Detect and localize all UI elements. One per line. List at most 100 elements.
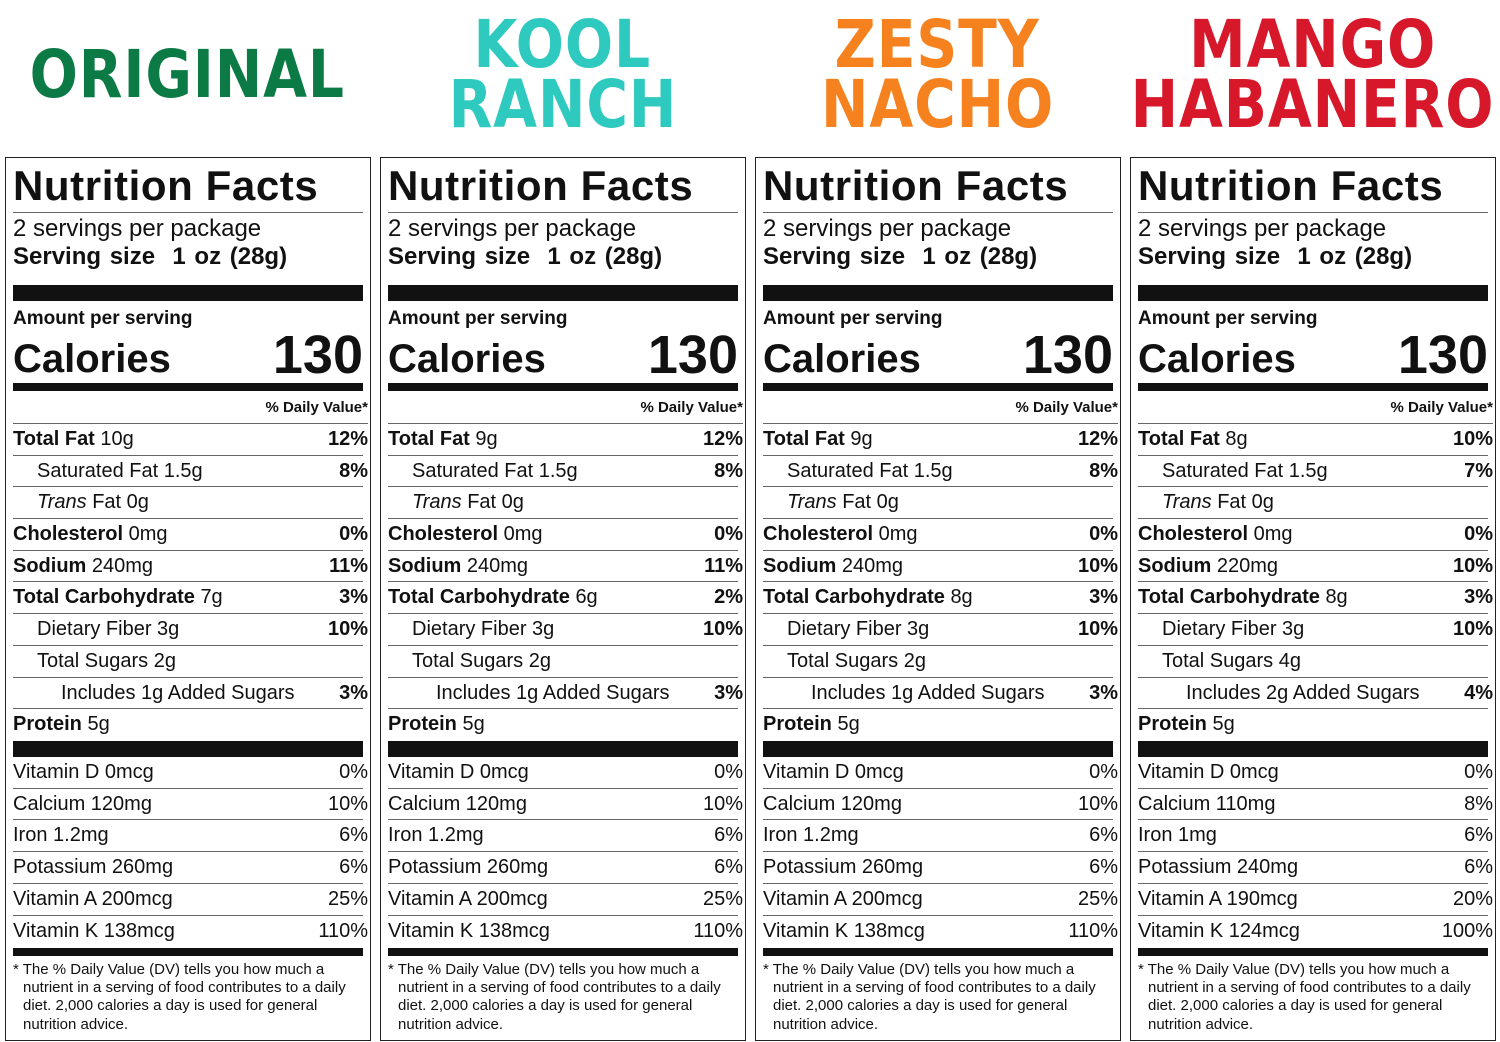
nutrient-amount: 1.5g [913,459,953,482]
nutrient-amount: 3g [532,618,555,641]
vitamin-daily-value: 8% [1464,792,1493,815]
calories-value: 130 [272,325,363,385]
nutrient-daily-value: 3% [339,586,368,609]
flavor-title-line: MANGO [1188,6,1437,83]
vitamin-daily-value: 6% [714,856,743,879]
vitamin-daily-value: 0% [1089,760,1118,783]
nutrient-row: Total Carbohydrate 6g 2% [388,582,743,615]
thick-divider [763,285,1113,301]
nutrition-facts-panel: Nutrition Facts 2 servings per package S… [1130,157,1496,1041]
nutrient-list: Total Fat 8g 10% Saturated Fat 1.5g 7% Tra… [1138,424,1493,741]
vitamin-label: Potassium 240mg [1138,856,1299,879]
nutrient-row: Cholesterol 0mg 0% [1138,519,1493,551]
nutrient-daily-value: 10% [1452,618,1493,641]
nutrient-daily-value: 0% [1464,523,1493,546]
nutrient-daily-value: 10% [1077,554,1118,577]
thick-divider [1138,740,1488,757]
vitamin-label: Vitamin D 0mcg [13,760,154,783]
nutrient-label-italic: Trans [37,491,87,514]
nutrient-row: Saturated Fat 1.5g 8% [13,456,368,488]
nutrient-row: Total Fat 9g 12% [388,424,743,456]
vitamin-daily-value: 6% [1089,856,1118,879]
nutrient-amount: 2g [903,649,926,672]
vitamin-row: Vitamin K 124mcg 100% [1138,916,1493,948]
nutrient-amount: 5g [1212,713,1235,736]
vitamin-label: Calcium 120mg [763,792,902,815]
vitamin-row: Calcium 120mg 10% [763,789,1118,821]
nutrient-amount: 9g [850,428,873,450]
nutrient-daily-value: 10% [327,618,368,641]
nutrient-label: Includes 1g Added Sugars [811,681,1045,704]
vitamin-label: Vitamin A 200mcg [13,888,173,911]
vitamin-daily-value: 110% [693,919,743,942]
nutrient-row: Sodium 220mg 10% [1138,551,1493,583]
vitamin-row: Calcium 110mg 8% [1138,789,1493,821]
nutrient-amount: 8g [950,586,973,609]
servings-per-package: 2 servings per package [388,215,637,242]
calories-label: Calories [763,337,921,381]
nutrient-amount: 2g [153,649,176,672]
vitamin-label: Calcium 110mg [1138,792,1276,815]
nutrient-label: Sodium [13,554,87,577]
vitamin-daily-value: 0% [339,760,368,783]
nutrient-row: Saturated Fat 1.5g 7% [1138,456,1493,488]
daily-value-header: % Daily Value* [13,391,368,424]
medium-divider [1138,383,1488,391]
nutrient-row: Protein 5g [763,709,1113,741]
nutrient-daily-value: 12% [1077,428,1118,450]
nutrient-amount: 1.5g [538,459,578,482]
nutrient-amount: 1.5g [1288,459,1328,482]
nutrient-row: Protein 5g [1138,709,1488,741]
medium-divider [388,947,738,956]
vitamin-row: Vitamin D 0mcg 0% [763,757,1118,789]
vitamin-daily-value: 6% [1089,824,1118,847]
medium-divider [1138,947,1488,956]
nutrient-row: Includes 1g Added Sugars 3% [763,678,1118,710]
vitamin-label: Iron 1.2mg [13,824,109,847]
vitamin-row: Vitamin D 0mcg 0% [1138,757,1493,789]
vitamin-daily-value: 6% [339,856,368,879]
vitamin-row: Potassium 240mg 6% [1138,852,1493,885]
nutrient-label-italic: Trans [1162,491,1212,514]
nutrient-label: Total Carbohydrate [13,586,195,609]
nutrient-row: Total Carbohydrate 8g 3% [1138,582,1493,615]
vitamin-label: Vitamin K 138mcg [13,919,175,942]
nutrient-label: Total Fat [388,428,470,450]
vitamin-daily-value: 25% [1077,888,1118,911]
medium-divider [763,383,1113,391]
vitamin-list: Vitamin D 0mcg 0% Calcium 120mg 10% Iron 1.2… [763,757,1118,948]
serving-size: Serving size 1 oz (28g) [388,243,663,270]
nutrient-list: Total Fat 9g 12% Saturated Fat 1.5g 8% Tra… [763,424,1118,741]
calories-value: 130 [1022,325,1113,385]
vitamin-row: Vitamin D 0mcg 0% [13,757,368,789]
nutrient-daily-value: 3% [1464,586,1493,609]
daily-value-header: % Daily Value* [1138,391,1493,424]
nutrient-label: Includes 1g Added Sugars [61,681,295,704]
calories-value: 130 [1397,325,1488,385]
nutrient-row: Dietary Fiber 3g 10% [763,614,1118,646]
nutrient-daily-value: 10% [702,618,743,641]
nutrient-label: Sodium [1138,554,1212,577]
divider [763,212,1113,213]
nutrient-amount: 240mg [91,554,154,577]
nutrient-label: Protein [13,713,82,736]
nutrient-amount: 240mg [841,554,904,577]
vitamin-daily-value: 100% [1441,919,1493,942]
vitamin-row: Vitamin K 138mcg 110% [13,916,368,948]
vitamin-row: Iron 1.2mg 6% [13,820,368,853]
nutrient-list: Total Fat 9g 12% Saturated Fat 1.5g 8% Tra… [388,424,743,741]
thick-divider [388,740,738,757]
nutrient-daily-value: 10% [1452,428,1493,450]
vitamin-row: Vitamin A 190mcg 20% [1138,884,1493,916]
nutrient-amount: 0g [1251,491,1274,514]
serving-size: Serving size 1 oz (28g) [1138,243,1413,270]
nutrient-amount: 8g [1325,586,1348,609]
nutrient-label: Protein [388,713,457,736]
nutrition-facts-title: Nutrition Facts [1138,162,1444,209]
nutrient-row: Saturated Fat 1.5g 8% [388,456,743,488]
nutrient-row: Cholesterol 0mg 0% [388,519,743,551]
nutrient-row: Total Carbohydrate 8g 3% [763,582,1118,615]
nutrient-label: Sodium [763,554,837,577]
medium-divider [388,383,738,391]
nutrient-daily-value: 3% [714,681,743,704]
